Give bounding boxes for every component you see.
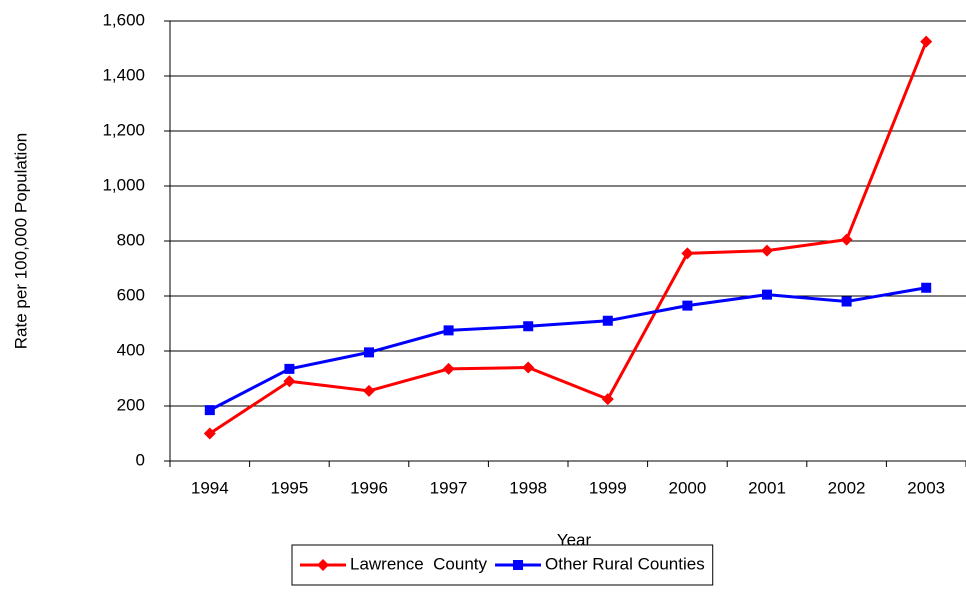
x-tick-label: 1994 — [191, 478, 229, 497]
marker — [443, 325, 454, 336]
legend: Lawrence County Other Rural Counties — [291, 544, 714, 586]
y-tick-label: 1,400 — [102, 65, 145, 84]
y-tick-label: 1,200 — [102, 120, 145, 139]
x-tick-label: 1996 — [350, 478, 388, 497]
marker — [681, 247, 694, 260]
y-axis-label: Rate per 100,000 Population — [11, 133, 30, 349]
marker — [920, 35, 933, 48]
marker — [442, 362, 455, 375]
marker — [841, 296, 852, 307]
x-tick-label: 1999 — [589, 478, 627, 497]
marker — [840, 233, 853, 246]
series-line — [209, 286, 927, 412]
marker — [522, 361, 535, 374]
marker — [204, 405, 215, 416]
marker — [363, 384, 375, 397]
legend-label: Other Rural Counties — [545, 554, 705, 573]
marker — [523, 321, 534, 332]
marker — [284, 363, 295, 374]
marker — [513, 560, 524, 570]
marker — [364, 347, 374, 358]
x-tick-label: 1997 — [430, 478, 468, 497]
marker — [762, 289, 772, 300]
y-tick-label: 0 — [136, 450, 145, 469]
y-tick-label: 600 — [117, 285, 145, 304]
marker — [921, 282, 932, 293]
marker — [203, 427, 216, 440]
marker — [682, 300, 693, 311]
x-tick-label: 2003 — [907, 478, 945, 497]
x-tick-label: 2001 — [748, 478, 786, 497]
x-tick-label: 2002 — [828, 478, 866, 497]
y-tick-label: 400 — [117, 340, 145, 359]
x-tick-label: 2000 — [668, 478, 706, 497]
marker — [761, 244, 773, 257]
y-tick-label: 800 — [117, 230, 145, 249]
y-tick-label: 1,000 — [102, 175, 145, 194]
marker — [283, 375, 296, 388]
y-tick-label: 200 — [117, 395, 145, 414]
legend-label: Lawrence County — [350, 554, 488, 573]
marker — [602, 315, 613, 326]
x-tick-label: 1998 — [509, 478, 547, 497]
marker — [317, 559, 329, 571]
marker — [601, 393, 614, 406]
x-tick-label: 1995 — [270, 478, 308, 497]
series-line — [208, 41, 928, 435]
y-tick-label: 1,600 — [102, 10, 145, 29]
